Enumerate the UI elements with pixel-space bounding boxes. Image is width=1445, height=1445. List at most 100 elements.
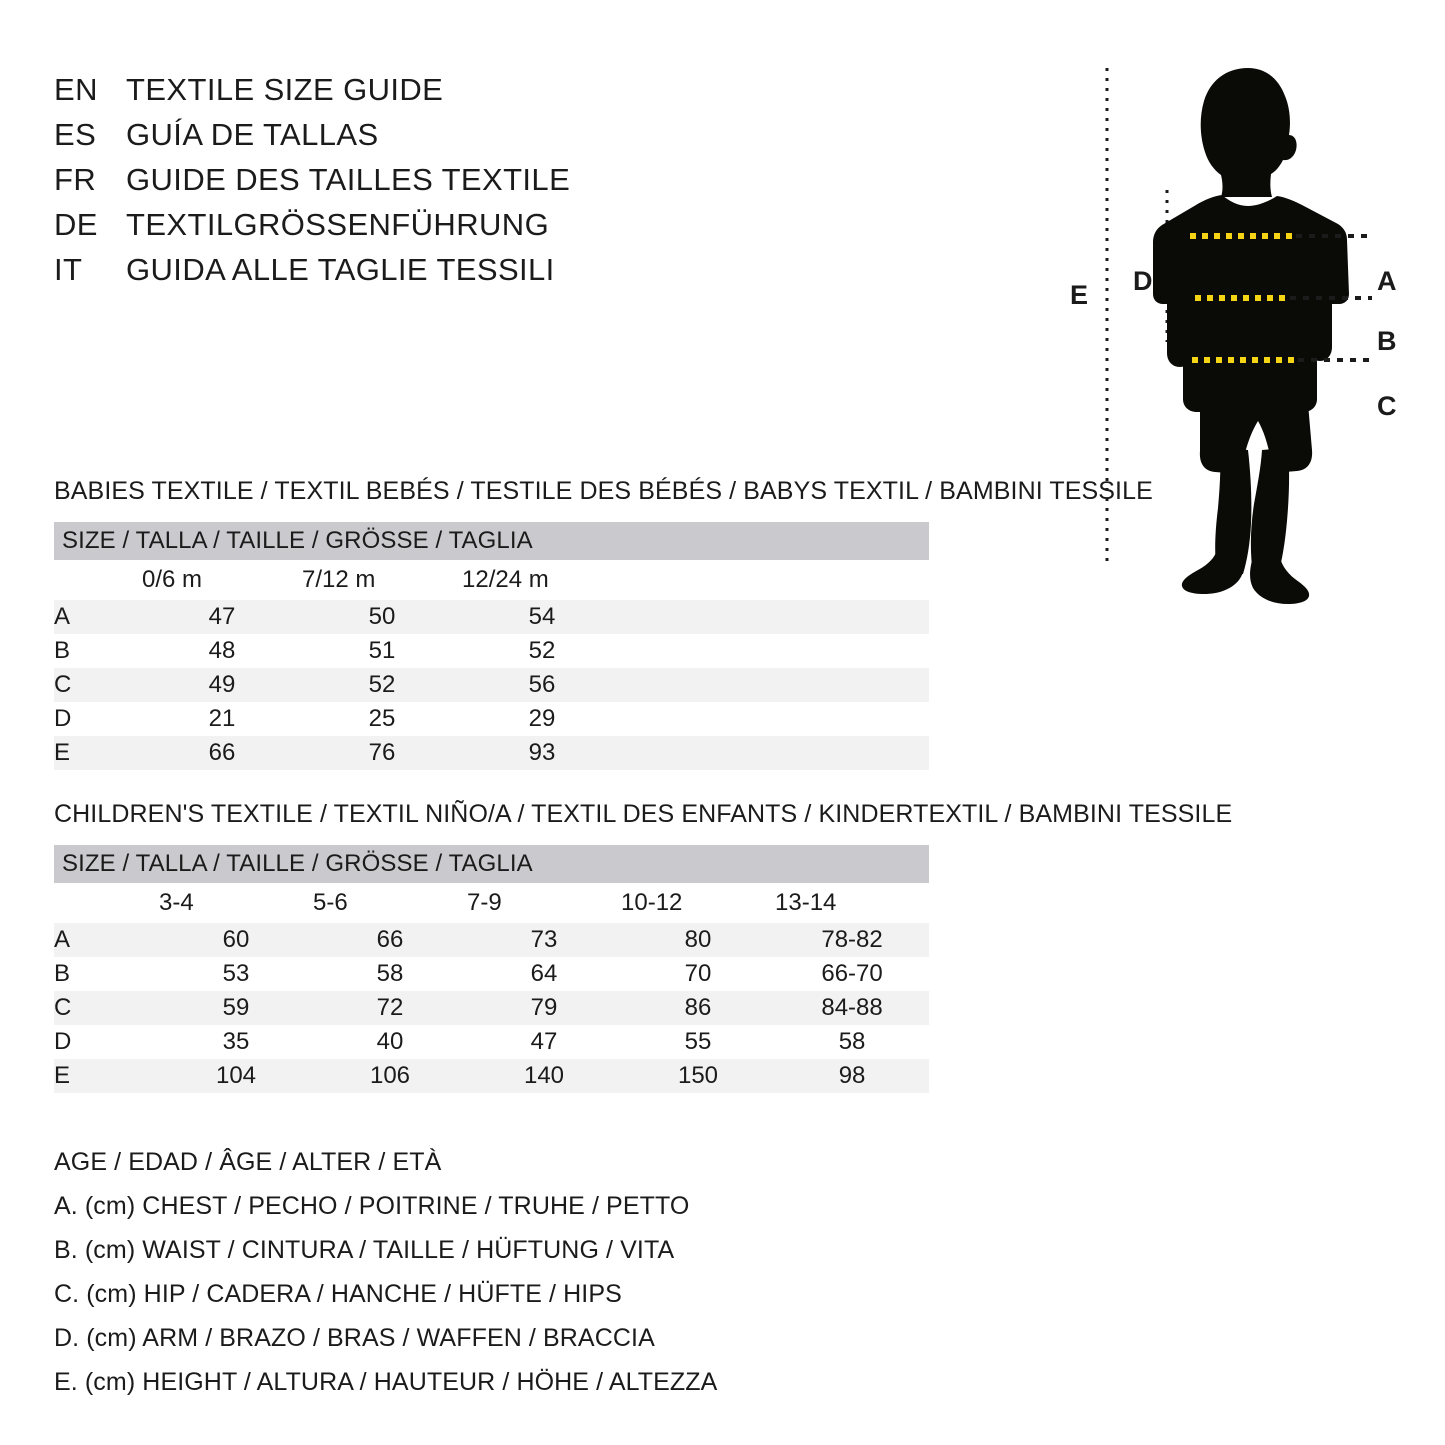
children-cell-c-2: 79: [467, 991, 621, 1025]
diagram-label-b: B: [1377, 326, 1397, 356]
language-row-es: ES GUÍA DE TALLAS: [54, 117, 754, 162]
babies-column-header-row: 0/6 m 7/12 m 12/24 m: [54, 560, 929, 600]
children-cell-d-0: 35: [222, 1028, 250, 1055]
children-col-header-4: 13-14: [775, 883, 930, 923]
legend-line-arm: D. (cm) ARM / BRAZO / BRAS / WAFFEN / BR…: [54, 1324, 655, 1352]
children-cell-d-1: 40: [376, 1028, 404, 1055]
babies-row-label-d: D: [54, 705, 72, 732]
babies-cell-b-0: 48: [208, 637, 236, 664]
children-size-table: SIZE / TALLA / TAILLE / GRÖSSE / TAGLIA …: [54, 845, 930, 1093]
children-cell-a-2: 73: [467, 923, 621, 957]
language-code-fr: FR: [54, 162, 97, 197]
legend-line-height: E. (cm) HEIGHT / ALTURA / HAUTEUR / HÖHE…: [54, 1368, 718, 1396]
language-row-fr: FR GUIDE DES TAILLES TEXTILE: [54, 162, 754, 207]
babies-col-header-1: 7/12 m: [302, 560, 462, 600]
diagram-label-d: D: [1133, 266, 1153, 296]
children-row-label-c: C: [54, 991, 159, 1025]
language-row-it: IT GUIDA ALLE TAGLIE TESSILI: [54, 252, 754, 297]
children-row-label-a: A: [54, 923, 159, 957]
children-cell-d-2: 47: [530, 1028, 558, 1055]
babies-cell-b-2: 52: [528, 637, 556, 664]
legend-line-hip: C. (cm) HIP / CADERA / HANCHE / HÜFTE / …: [54, 1280, 622, 1308]
babies-cell-e-2: 93: [462, 736, 622, 770]
babies-cell-c-1: 52: [302, 668, 462, 702]
children-cell-b-1: 58: [376, 960, 404, 987]
language-title-de: TEXTILGRÖSSENFÜHRUNG: [126, 207, 550, 242]
children-cell-d-4: 58: [838, 1028, 866, 1055]
children-cell-b-0: 53: [222, 960, 250, 987]
right-leg-shape: [1250, 448, 1290, 574]
children-col-header-3: 10-12: [621, 883, 775, 923]
babies-cell-e-1: 76: [302, 736, 462, 770]
babies-cell-a-2: 54: [462, 600, 622, 634]
children-cell-e-0: 104: [159, 1059, 313, 1093]
language-code-it: IT: [54, 252, 83, 287]
legend-line-chest: A. (cm) CHEST / PECHO / POITRINE / TRUHE…: [54, 1192, 690, 1220]
children-cell-e-2: 140: [467, 1059, 621, 1093]
children-cell-c-1: 72: [313, 991, 467, 1025]
children-cell-d-3: 55: [684, 1028, 712, 1055]
language-code-es: ES: [54, 117, 97, 152]
left-leg-shape: [1215, 448, 1252, 574]
children-cell-a-0: 60: [159, 923, 313, 957]
language-title-en: TEXTILE SIZE GUIDE: [126, 72, 444, 107]
children-cell-b-3: 70: [684, 960, 712, 987]
language-row-en: EN TEXTILE SIZE GUIDE: [54, 72, 754, 117]
table-row: E 66 76 93: [54, 736, 929, 770]
right-arm-shape: [1308, 295, 1332, 361]
head-shape: [1200, 68, 1297, 197]
diagram-label-a: A: [1377, 266, 1397, 296]
table-row: D 35 40 47 55 58: [54, 1025, 929, 1059]
legend-line-waist: B. (cm) WAIST / CINTURA / TAILLE / HÜFTU…: [54, 1236, 675, 1264]
children-cell-c-4: 84-88: [775, 991, 930, 1025]
right-shoe-shape: [1250, 554, 1310, 604]
table-row: E 104 106 140 150 98: [54, 1059, 930, 1093]
children-cell-a-1: 66: [313, 923, 467, 957]
children-cell-e-1: 106: [313, 1059, 467, 1093]
children-size-header-row: SIZE / TALLA / TAILLE / GRÖSSE / TAGLIA: [54, 845, 930, 883]
babies-row-label-c: C: [54, 668, 142, 702]
babies-cell-d-2: 29: [528, 705, 556, 732]
language-code-en: EN: [54, 72, 98, 107]
children-column-header-row: 3-4 5-6 7-9 10-12 13-14: [54, 883, 930, 923]
children-cell-a-3: 80: [621, 923, 775, 957]
children-cell-e-3: 150: [621, 1059, 775, 1093]
children-row-label-b: B: [54, 960, 71, 987]
children-size-header-label: SIZE / TALLA / TAILLE / GRÖSSE / TAGLIA: [54, 845, 930, 883]
babies-size-header-label: SIZE / TALLA / TAILLE / GRÖSSE / TAGLIA: [54, 522, 929, 560]
left-arm-shape: [1167, 295, 1191, 367]
babies-row-label-a: A: [54, 600, 142, 634]
children-cell-a-4: 78-82: [775, 923, 930, 957]
children-textile-section: CHILDREN'S TEXTILE / TEXTIL NIÑO/A / TEX…: [54, 800, 1232, 1093]
language-title-fr: GUIDE DES TAILLES TEXTILE: [126, 162, 571, 197]
babies-cell-a-1: 50: [302, 600, 462, 634]
legend-line-age: AGE / EDAD / ÂGE / ALTER / ETÀ: [54, 1148, 442, 1176]
table-row: C 59 72 79 86 84-88: [54, 991, 930, 1025]
children-cell-b-4: 66-70: [821, 960, 883, 987]
table-row: C 49 52 56: [54, 668, 929, 702]
babies-cell-b-1: 51: [368, 637, 396, 664]
language-code-de: DE: [54, 207, 98, 242]
child-silhouette-shape: [1153, 68, 1349, 604]
children-row-label-e: E: [54, 1059, 159, 1093]
babies-col-header-2: 12/24 m: [462, 560, 622, 600]
babies-textile-section: BABIES TEXTILE / TEXTIL BEBÉS / TESTILE …: [54, 477, 1153, 770]
diagram-label-e: E: [1070, 280, 1089, 310]
babies-cell-c-0: 49: [142, 668, 302, 702]
children-cell-b-2: 64: [530, 960, 558, 987]
children-cell-e-4: 98: [775, 1059, 930, 1093]
children-corner-cell: [54, 883, 159, 923]
babies-cell-d-0: 21: [208, 705, 236, 732]
language-title-es: GUÍA DE TALLAS: [126, 117, 379, 152]
babies-size-header-row: SIZE / TALLA / TAILLE / GRÖSSE / TAGLIA: [54, 522, 929, 560]
left-shoe-shape: [1181, 550, 1245, 594]
table-row: B 48 51 52: [54, 634, 929, 668]
children-col-header-0: 3-4: [159, 883, 313, 923]
children-col-header-2: 7-9: [467, 883, 621, 923]
diagram-label-c: C: [1377, 391, 1397, 421]
babies-cell-a-0: 47: [142, 600, 302, 634]
language-row-de: DE TEXTILGRÖSSENFÜHRUNG: [54, 207, 754, 252]
table-row: A 60 66 73 80 78-82: [54, 923, 930, 957]
children-row-label-d: D: [54, 1028, 72, 1055]
babies-corner-cell: [54, 560, 142, 600]
